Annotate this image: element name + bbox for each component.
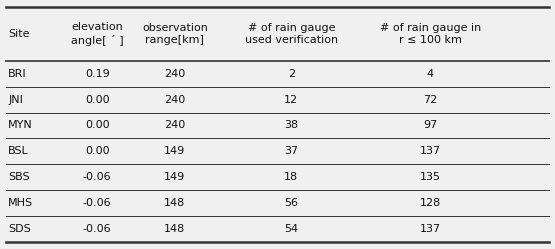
Text: BSL: BSL xyxy=(8,146,29,156)
Text: elevation
angle[ ´ ]: elevation angle[ ´ ] xyxy=(71,22,123,46)
Text: 18: 18 xyxy=(284,172,299,182)
Text: 137: 137 xyxy=(420,224,441,234)
Text: -0.06: -0.06 xyxy=(83,224,112,234)
Text: 148: 148 xyxy=(164,198,185,208)
Text: 135: 135 xyxy=(420,172,441,182)
Text: 137: 137 xyxy=(420,146,441,156)
Text: SBS: SBS xyxy=(8,172,30,182)
Text: JNI: JNI xyxy=(8,95,23,105)
Text: 4: 4 xyxy=(427,69,433,79)
Text: MYN: MYN xyxy=(8,121,33,130)
Text: 0.00: 0.00 xyxy=(85,95,109,105)
Text: Site: Site xyxy=(8,29,30,39)
Text: BRI: BRI xyxy=(8,69,27,79)
Text: 128: 128 xyxy=(420,198,441,208)
Text: 97: 97 xyxy=(423,121,437,130)
Text: MHS: MHS xyxy=(8,198,33,208)
Text: 12: 12 xyxy=(284,95,299,105)
Text: # of rain gauge in
r ≤ 100 km: # of rain gauge in r ≤ 100 km xyxy=(380,23,481,45)
Text: -0.06: -0.06 xyxy=(83,198,112,208)
Text: 56: 56 xyxy=(284,198,299,208)
Text: 149: 149 xyxy=(164,172,185,182)
Text: # of rain gauge
used verification: # of rain gauge used verification xyxy=(245,23,338,45)
Text: SDS: SDS xyxy=(8,224,31,234)
Text: 0.00: 0.00 xyxy=(85,121,109,130)
Text: 148: 148 xyxy=(164,224,185,234)
Text: 72: 72 xyxy=(423,95,437,105)
Text: -0.06: -0.06 xyxy=(83,172,112,182)
Text: 54: 54 xyxy=(284,224,299,234)
Text: 240: 240 xyxy=(164,69,185,79)
Text: 149: 149 xyxy=(164,146,185,156)
Text: 240: 240 xyxy=(164,95,185,105)
Text: 37: 37 xyxy=(284,146,299,156)
Text: 2: 2 xyxy=(288,69,295,79)
Text: observation
range[km]: observation range[km] xyxy=(142,23,208,45)
Text: 0.19: 0.19 xyxy=(85,69,109,79)
Text: 38: 38 xyxy=(284,121,299,130)
Text: 0.00: 0.00 xyxy=(85,146,109,156)
Text: 240: 240 xyxy=(164,121,185,130)
